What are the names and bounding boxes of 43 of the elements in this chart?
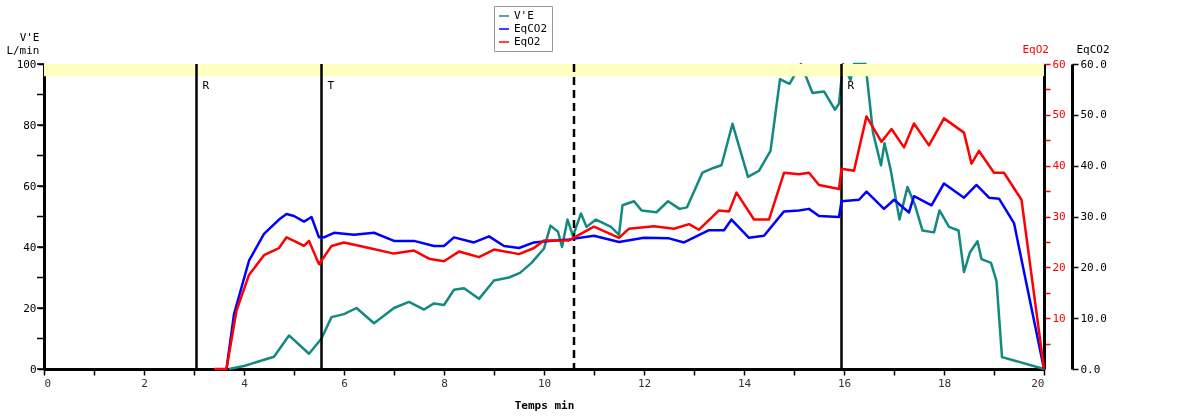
y2-tick-label: 60 (1052, 57, 1066, 71)
ref-line-label: R (847, 79, 855, 92)
legend-label: V'E (514, 9, 534, 22)
y3-tick-label: 0.0 (1080, 362, 1101, 376)
x-tick-label: 14 (737, 376, 752, 390)
x-tick-label: 8 (441, 376, 448, 390)
y3-tick-label: 60.0 (1080, 57, 1107, 71)
legend-label: EqCO2 (514, 22, 548, 35)
y-tick-label: 80 (23, 118, 37, 132)
y3-tick-label: 10.0 (1080, 311, 1107, 325)
y-tick-label: 0 (29, 362, 37, 376)
ref-line-label: T (327, 79, 335, 92)
x-axis-title: Temps min (514, 398, 575, 412)
y-axis-title: V'E L/min (6, 30, 40, 57)
y2-tick-label: 30 (1052, 210, 1066, 223)
y-tick-label: 20 (23, 301, 37, 315)
line-series (227, 62, 1046, 371)
x-tick-label: 16 (837, 376, 852, 390)
x-tick-label: 2 (141, 376, 148, 390)
x-tick-label: 0 (44, 376, 52, 390)
x-tick-label: 6 (341, 376, 348, 390)
line-series (212, 115, 1046, 371)
y2-tick-label: 40 (1052, 159, 1066, 173)
y3-tick-label: 40.0 (1080, 159, 1107, 173)
y3-tick-label: 50.0 (1080, 108, 1107, 122)
x-tick-label: 18 (937, 376, 952, 390)
ref-line-label: R (202, 79, 210, 92)
x-tick-label: 4 (241, 376, 249, 390)
y-tick-label: 60 (23, 179, 37, 193)
y3-tick-label: 30.0 (1080, 210, 1107, 223)
y3-tick-label: 20.0 (1080, 260, 1107, 274)
y2-tick-label: 50 (1052, 108, 1066, 122)
legend-label: EqO2 (514, 35, 541, 48)
y-tick-label: 40 (23, 240, 37, 254)
y2-tick-label: 10 (1052, 311, 1066, 325)
x-tick-label: 10 (537, 376, 552, 390)
x-tick-label: 20 (1031, 376, 1045, 390)
x-tick-label: 12 (637, 376, 652, 390)
y-tick-label: 100 (16, 57, 37, 71)
y2-tick-label: 20 (1052, 260, 1066, 274)
y3-axis-title: EqCO2 (1076, 42, 1110, 56)
y2-axis-title: EqO2 (1022, 42, 1049, 56)
line-series (225, 182, 1046, 371)
